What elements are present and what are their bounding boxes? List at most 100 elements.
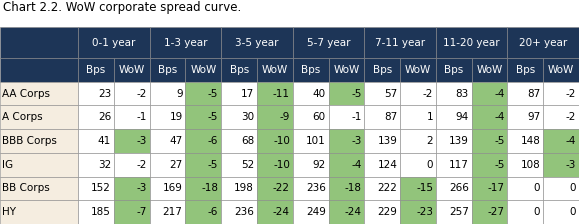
Bar (543, 106, 579, 129)
Bar (329, 58, 364, 82)
Bar (221, 27, 293, 58)
Text: 108: 108 (521, 160, 540, 170)
Text: 40: 40 (313, 89, 326, 99)
Bar (150, 177, 185, 200)
Bar (436, 129, 472, 153)
Text: -10: -10 (273, 136, 290, 146)
Text: -18: -18 (201, 183, 218, 194)
Text: 1: 1 (426, 112, 433, 122)
Bar (257, 153, 293, 177)
Text: 185: 185 (91, 207, 111, 217)
Bar (436, 200, 472, 224)
Bar (364, 106, 400, 129)
Text: 198: 198 (234, 183, 254, 194)
Bar (364, 200, 400, 224)
Bar (364, 82, 400, 106)
Bar (543, 58, 579, 82)
Text: 0: 0 (534, 183, 540, 194)
Text: IG: IG (2, 160, 13, 170)
Bar (543, 129, 579, 153)
Text: 32: 32 (98, 160, 111, 170)
Text: 257: 257 (449, 207, 469, 217)
Bar (257, 82, 293, 106)
Text: 124: 124 (378, 160, 397, 170)
Bar (400, 106, 436, 129)
Bar (221, 106, 257, 129)
Text: -7: -7 (137, 207, 147, 217)
Bar (114, 58, 150, 82)
Text: -15: -15 (416, 183, 433, 194)
Text: 7-11 year: 7-11 year (375, 38, 425, 47)
Bar (472, 82, 507, 106)
Text: -17: -17 (488, 183, 504, 194)
Text: 139: 139 (378, 136, 397, 146)
Bar (507, 106, 543, 129)
Bar (78, 129, 114, 153)
Bar (400, 58, 436, 82)
Bar (472, 153, 507, 177)
Bar (364, 58, 400, 82)
Bar (221, 82, 257, 106)
Bar (436, 106, 472, 129)
Bar (436, 82, 472, 106)
Bar (185, 58, 221, 82)
Text: 23: 23 (98, 89, 111, 99)
Bar (0, 200, 78, 224)
Bar (221, 177, 257, 200)
Text: 19: 19 (169, 112, 182, 122)
Bar (364, 129, 400, 153)
Bar (221, 129, 257, 153)
Text: -2: -2 (137, 160, 147, 170)
Text: 30: 30 (241, 112, 254, 122)
Bar (293, 153, 329, 177)
Text: 20+ year: 20+ year (519, 38, 567, 47)
Text: Bps: Bps (229, 65, 249, 75)
Bar (507, 82, 543, 106)
Text: 152: 152 (91, 183, 111, 194)
Bar (293, 177, 329, 200)
Bar (221, 58, 257, 82)
Bar (507, 153, 543, 177)
Bar (185, 177, 221, 200)
Bar (543, 200, 579, 224)
Bar (543, 177, 579, 200)
Text: -3: -3 (137, 136, 147, 146)
Text: Bps: Bps (373, 65, 392, 75)
Bar (364, 177, 400, 200)
Text: -3: -3 (137, 183, 147, 194)
Text: 87: 87 (527, 89, 540, 99)
Text: 229: 229 (378, 207, 397, 217)
Text: A Corps: A Corps (2, 112, 43, 122)
Bar (185, 82, 221, 106)
Bar (185, 106, 221, 129)
Bar (150, 58, 185, 82)
Text: -2: -2 (137, 89, 147, 99)
Bar (400, 177, 436, 200)
Text: WoW: WoW (190, 65, 217, 75)
Text: 47: 47 (169, 136, 182, 146)
Text: 217: 217 (163, 207, 182, 217)
Bar (293, 27, 364, 58)
Bar (0, 58, 78, 82)
Bar (328, 82, 364, 106)
Text: 68: 68 (241, 136, 254, 146)
Bar (328, 153, 364, 177)
Bar (114, 129, 150, 153)
Bar (328, 177, 364, 200)
Bar (114, 200, 150, 224)
Text: -2: -2 (566, 89, 576, 99)
Bar (78, 106, 114, 129)
Text: 27: 27 (169, 160, 182, 170)
Bar (185, 129, 221, 153)
Bar (78, 58, 114, 82)
Bar (293, 129, 329, 153)
Bar (0, 153, 78, 177)
Text: 11-20 year: 11-20 year (444, 38, 500, 47)
Text: 117: 117 (449, 160, 469, 170)
Bar (150, 82, 185, 106)
Text: BBB Corps: BBB Corps (2, 136, 57, 146)
Bar (257, 129, 293, 153)
Text: BB Corps: BB Corps (2, 183, 50, 194)
Text: AA Corps: AA Corps (2, 89, 50, 99)
Text: 92: 92 (313, 160, 326, 170)
